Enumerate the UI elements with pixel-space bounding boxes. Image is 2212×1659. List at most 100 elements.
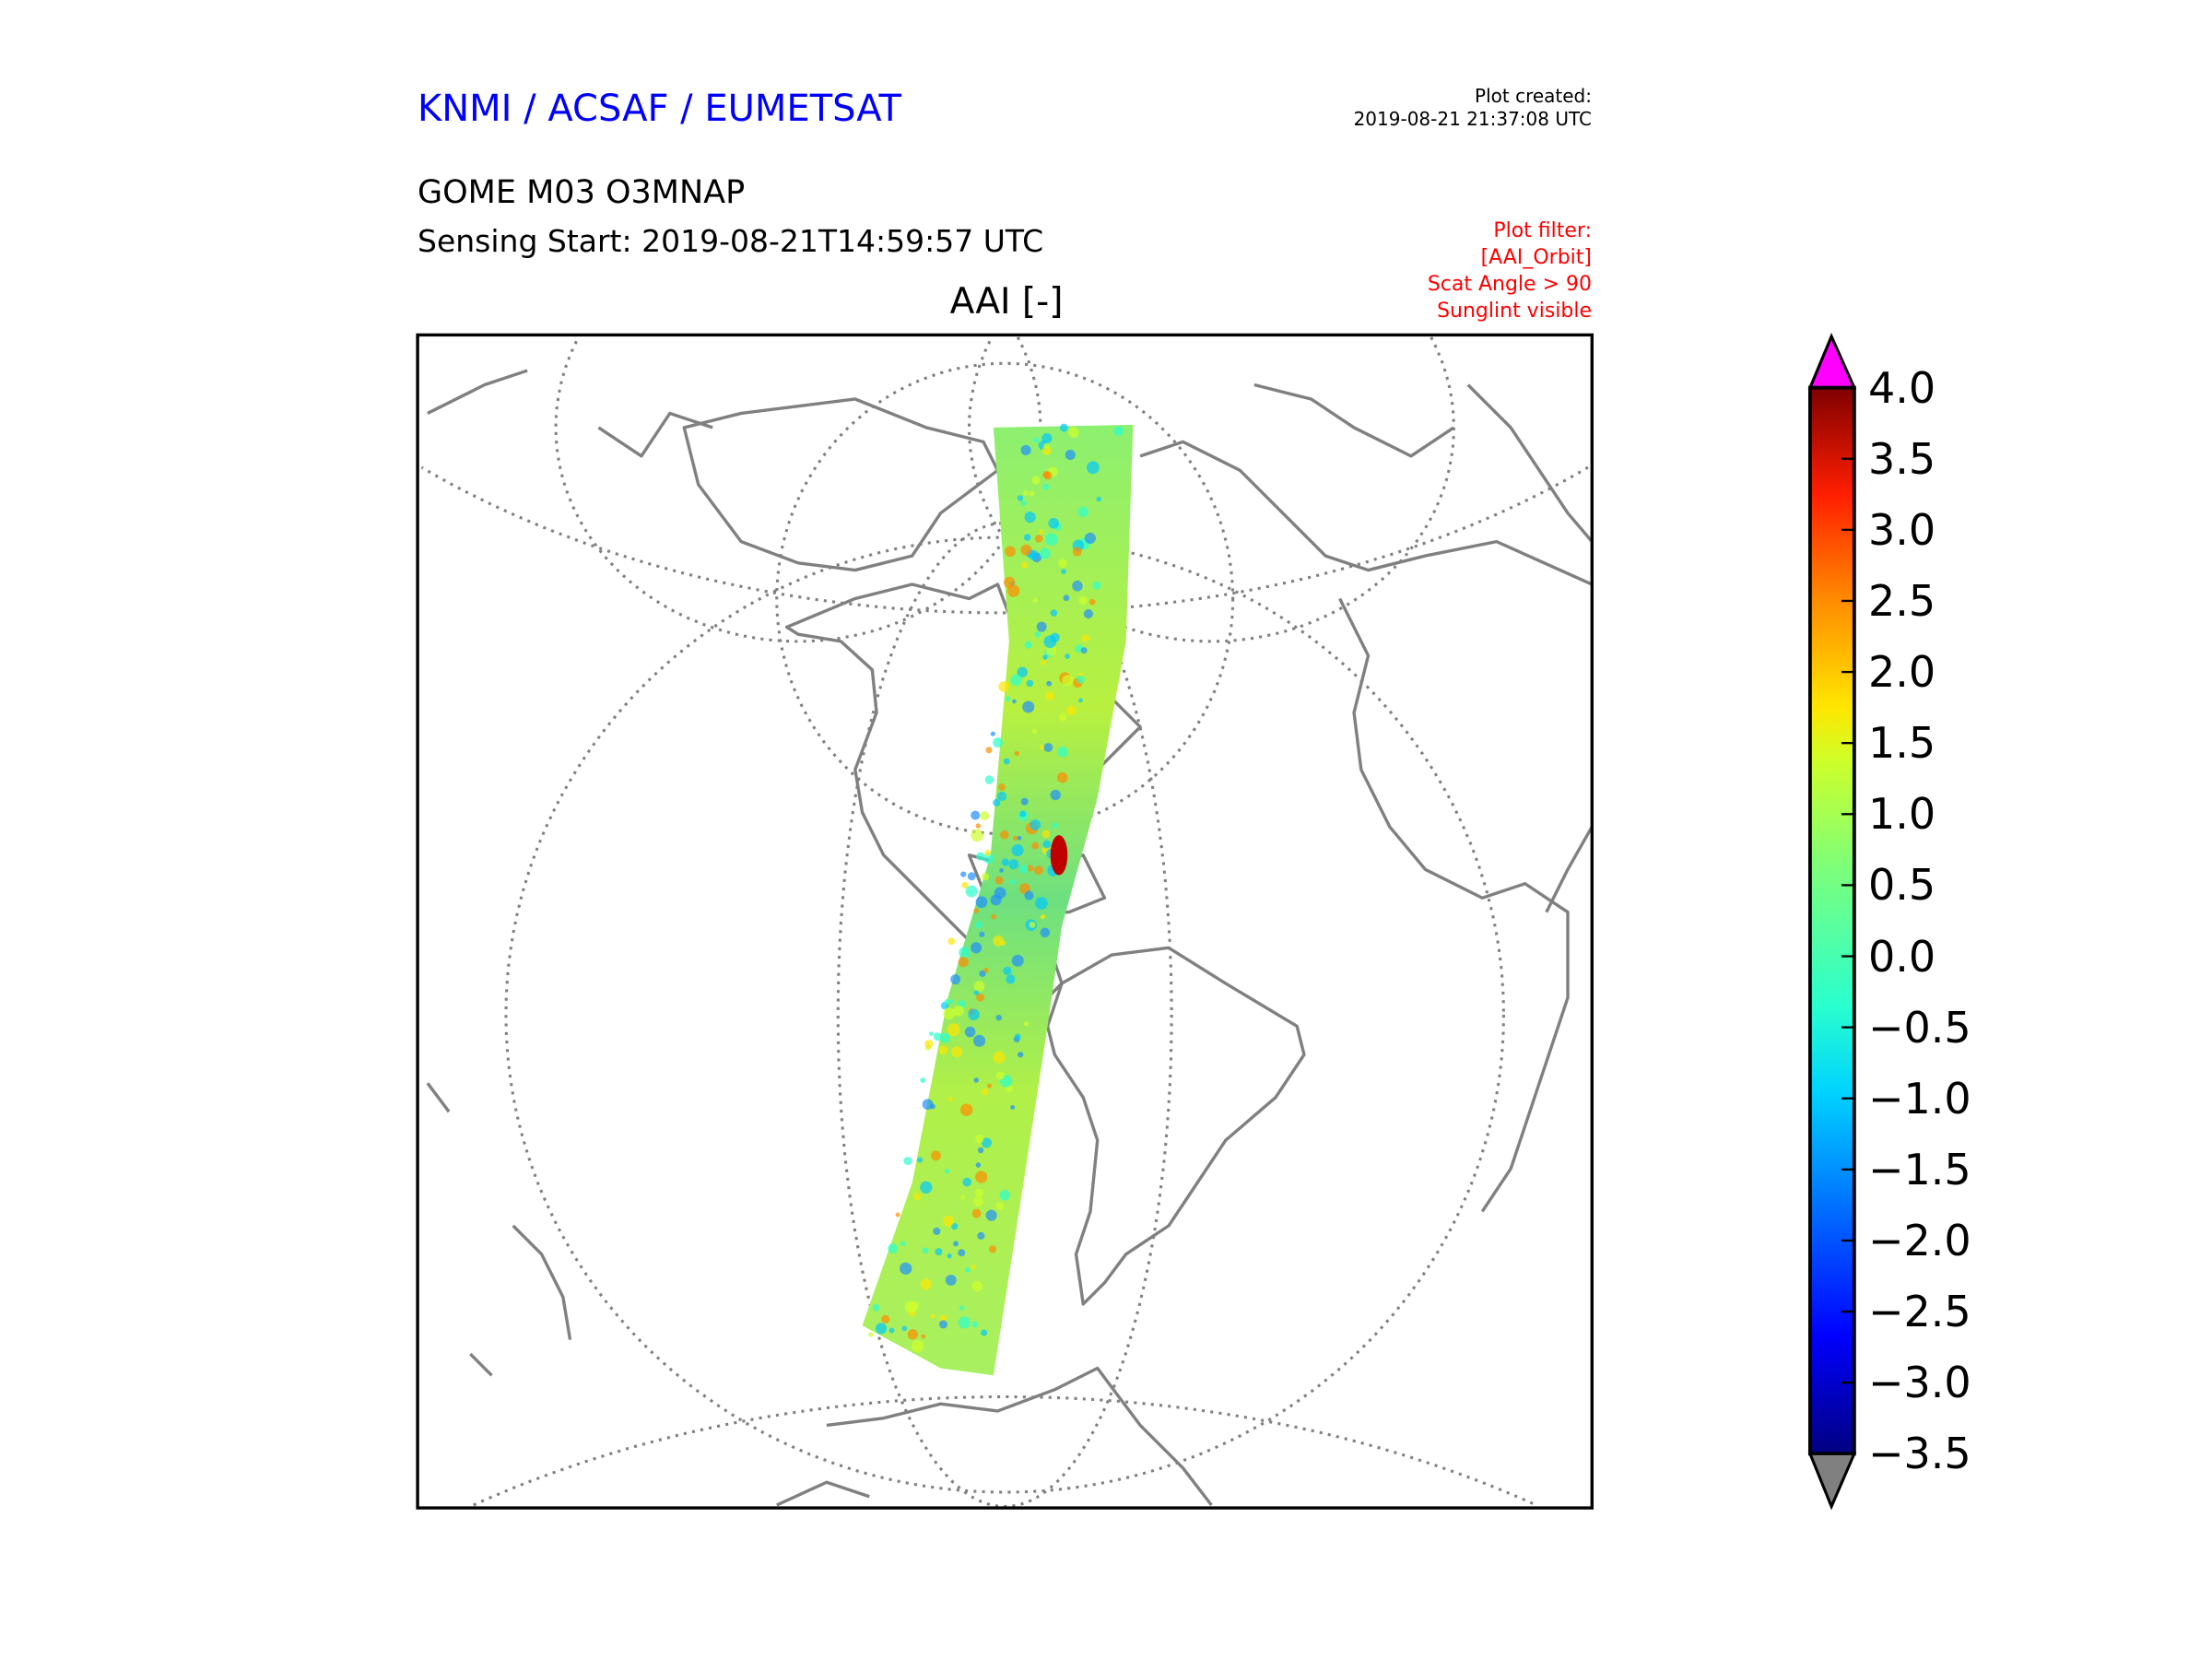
graticule-line — [836, 521, 1173, 1509]
colorbar-over-triangle — [1807, 333, 1857, 390]
aai-pixel — [985, 1209, 997, 1221]
aai-pixel — [995, 1071, 1005, 1080]
aai-pixel — [967, 872, 976, 881]
aai-pixel — [1081, 634, 1089, 642]
aai-pixel — [938, 1320, 948, 1329]
sensing-start: Sensing Start: 2019-08-21T14:59:57 UTC — [418, 223, 1044, 259]
aai-pixel — [977, 1231, 985, 1240]
aai-pixel — [1059, 423, 1068, 432]
aai-pixel — [1003, 758, 1010, 765]
aai-pixel — [1043, 635, 1057, 649]
product-name: GOME M03 O3MNAP — [418, 174, 746, 211]
aai-pixel — [945, 1274, 957, 1286]
aai-pixel — [984, 775, 994, 784]
aai-pixel — [888, 1327, 895, 1334]
filter-line: Plot filter: — [1493, 219, 1592, 242]
aai-pixel — [929, 1031, 934, 1037]
aai-pixel — [972, 1195, 983, 1206]
aai-pixel — [999, 1190, 1011, 1201]
colorbar-under-triangle — [1807, 1452, 1857, 1511]
aai-pixel — [988, 1245, 997, 1253]
colorbar-tick-label: 2.0 — [1868, 647, 1936, 698]
aai-pixel — [1048, 517, 1060, 529]
colorbar — [1807, 333, 1857, 1511]
plot-created-label: Plot created: — [1475, 85, 1592, 107]
aai-pixel — [971, 942, 982, 954]
aai-pixel — [1024, 641, 1032, 649]
aai-pixel — [1062, 675, 1074, 687]
aai-pixel — [1039, 745, 1045, 750]
colorbar-tick-label: 0.5 — [1868, 860, 1936, 911]
aai-pixel — [913, 1193, 922, 1201]
aai-pixel — [1013, 835, 1018, 841]
colorbar-tick-label: 4.0 — [1868, 363, 1936, 413]
aai-pixel — [931, 1150, 941, 1161]
aai-pixel — [1019, 865, 1029, 874]
colorbar-gradient — [1807, 385, 1856, 1456]
aai-pixel — [1020, 797, 1029, 806]
aai-pixel — [1017, 666, 1028, 678]
aai-pixel — [1023, 490, 1029, 496]
aai-pixel — [1042, 483, 1050, 490]
aai-pixel — [980, 811, 990, 821]
aai-pixel — [979, 970, 986, 978]
aai-pixel — [982, 1088, 989, 1096]
map-area — [420, 336, 1593, 1509]
aai-pixel — [960, 871, 967, 877]
aai-pixel — [981, 1329, 988, 1336]
aai-pixel — [1043, 442, 1050, 449]
aai-pixel — [1020, 561, 1029, 569]
aai-pixel — [1056, 771, 1068, 783]
aai-pixel — [1003, 966, 1012, 975]
aai-pixel — [943, 1215, 955, 1227]
aai-pixel — [1034, 535, 1043, 543]
filter-line: [AAI_Orbit] — [1480, 246, 1592, 269]
aai-pixel — [943, 1007, 956, 1020]
aai-pixel — [971, 1321, 979, 1328]
aai-pixel — [1057, 746, 1068, 758]
graticule-line — [504, 535, 1505, 1494]
aai-pixel — [920, 1077, 926, 1083]
aai-pixel — [950, 974, 961, 985]
aai-pixel — [1084, 532, 1096, 545]
aai-pixel — [1011, 954, 1024, 967]
aai-pixel — [947, 1023, 960, 1037]
graticule-line — [473, 1394, 1537, 1507]
aai-pixel — [1066, 705, 1077, 716]
aai-pixel — [1113, 426, 1124, 436]
aai-pixel — [1034, 865, 1043, 876]
aai-pixel — [1035, 897, 1048, 910]
aai-pixel — [1096, 496, 1101, 502]
plot-filter: Plot filter: [AAI_Orbit] Scat Angle > 90… — [1428, 218, 1592, 324]
aai-pixel — [971, 829, 983, 842]
aai-pixel — [1077, 506, 1089, 518]
aai-pixel — [973, 1077, 980, 1083]
aai-pixel — [975, 1171, 988, 1183]
aai-pixel — [1031, 841, 1040, 850]
aai-pixel — [881, 1314, 890, 1324]
aai-pixel — [1029, 490, 1035, 497]
aai-pixel — [1011, 843, 1024, 856]
aai-pixel — [872, 1304, 880, 1312]
aai-pixel — [1001, 858, 1009, 866]
colorbar-tick-label: −3.0 — [1868, 1357, 1971, 1407]
aai-pixel — [999, 830, 1009, 840]
aai-pixel — [1006, 974, 1016, 984]
aai-pixel — [920, 1181, 933, 1194]
colorbar-tick-label: −2.0 — [1868, 1215, 1971, 1265]
aai-pixel — [1086, 461, 1100, 475]
aai-pixel — [1017, 495, 1024, 501]
organization-title: KNMI / ACSAF / EUMETSAT — [418, 88, 901, 130]
aai-pixel — [971, 1208, 982, 1218]
aai-pixel — [986, 1083, 993, 1088]
aai-pixel — [973, 908, 979, 913]
aai-pixel — [924, 1039, 934, 1049]
colorbar-tick-label: −3.5 — [1868, 1429, 1971, 1478]
aai-pixel — [1042, 654, 1048, 660]
aai-pixel — [875, 1323, 888, 1335]
aai-pixel — [951, 1223, 959, 1230]
aai-pixel — [922, 1247, 929, 1254]
aai-pixel — [1036, 621, 1047, 632]
graticule-line — [420, 465, 1589, 615]
